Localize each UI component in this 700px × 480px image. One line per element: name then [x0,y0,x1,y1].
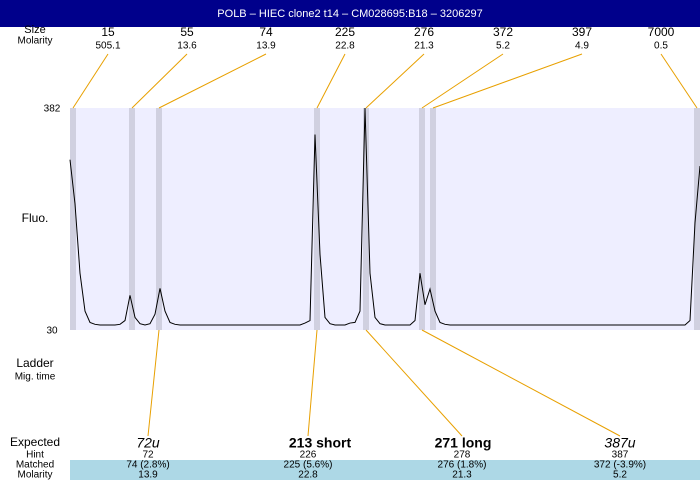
connector [432,53,583,109]
marker-size: 372 [493,25,513,39]
hint: 72 [142,450,154,461]
marker-band [314,108,320,330]
hint: 387 [612,450,629,461]
connector [307,329,318,437]
marker-size: 397 [572,25,592,39]
connector [421,53,504,109]
connector [316,53,346,109]
marker-molarity: 13.6 [177,41,197,52]
marker-molarity: 22.8 [335,41,355,52]
marker-band [129,108,135,330]
molarity: 22.8 [298,470,318,480]
matched: 225 (5.6%) [284,460,333,471]
marker-molarity: 4.9 [575,41,589,52]
matched: 372 (-3.9%) [594,460,646,471]
connector [660,53,698,109]
row-label: Size [24,24,45,36]
marker-size: 74 [259,25,273,39]
marker-size: 15 [101,25,115,39]
marker-band [156,108,162,330]
marker-band [430,108,436,330]
title: POLB – HIEC clone2 t14 – CM028695:B18 – … [217,8,482,20]
marker-molarity: 5.2 [496,41,510,52]
marker-band [363,108,369,330]
y-tick-label: 382 [44,104,61,115]
trace [69,107,700,326]
molarity: 13.9 [138,470,158,480]
hint: 278 [454,450,471,461]
row-label: Mig. time [15,372,56,383]
row-label: Matched [16,460,54,471]
molarity: 21.3 [452,470,472,480]
row-label: Molarity [17,470,52,480]
row-label: Ladder [16,356,53,370]
marker-molarity: 13.9 [256,41,276,52]
expected: 387u [604,435,635,451]
molarity: 5.2 [613,470,627,480]
connector [158,53,267,109]
marker-band [694,108,700,330]
hint: 226 [300,450,317,461]
connector [147,329,160,437]
marker-size: 225 [335,25,355,39]
expected: 271 long [435,435,492,451]
marker-size: 7000 [648,25,675,39]
expected: 72u [136,435,160,451]
row-label: Molarity [17,36,52,47]
row-label: Expected [10,435,60,449]
marker-molarity: 505.1 [95,41,120,52]
matched: 276 (1.8%) [438,460,487,471]
marker-band [419,108,425,330]
expected: 213 short [289,435,352,451]
marker-molarity: 0.5 [654,41,668,52]
plot-area [70,108,700,330]
y-axis-label: Fluo. [22,211,49,225]
row-label: Hint [26,450,44,461]
marker-band [70,108,76,330]
y-tick-label: 30 [46,326,58,337]
marker-size: 55 [180,25,194,39]
title-bar [0,0,700,27]
marker-molarity: 21.3 [414,41,434,52]
marker-size: 276 [414,25,434,39]
connector [365,53,425,109]
connector [421,329,621,437]
connector [72,53,109,109]
connector [131,53,188,109]
matched-band [70,460,700,480]
matched: 74 (2.8%) [126,460,169,471]
connector [365,329,463,437]
